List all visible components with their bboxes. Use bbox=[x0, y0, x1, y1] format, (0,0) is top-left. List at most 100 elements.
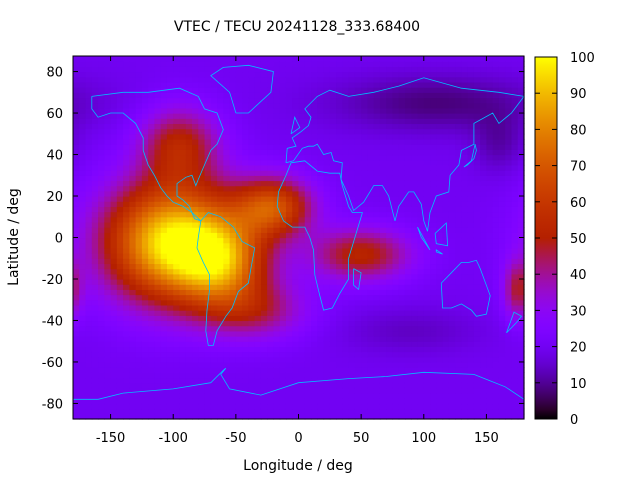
heatmap-cell bbox=[404, 211, 412, 218]
heatmap-cell bbox=[260, 170, 268, 176]
heatmap-cell bbox=[398, 247, 406, 254]
heatmap-cell bbox=[361, 196, 368, 202]
heatmap-cell bbox=[467, 159, 475, 166]
heatmap-cell bbox=[148, 299, 156, 306]
heatmap-cell bbox=[461, 403, 469, 410]
heatmap-cell bbox=[442, 185, 450, 192]
heatmap-cell bbox=[473, 408, 481, 415]
heatmap-cell bbox=[417, 216, 425, 223]
heatmap-cell bbox=[430, 304, 437, 311]
heatmap-cell bbox=[342, 149, 350, 156]
heatmap-cell bbox=[135, 253, 143, 259]
heatmap-cell bbox=[379, 133, 387, 140]
heatmap-cell bbox=[91, 408, 99, 415]
heatmap-cell bbox=[392, 263, 400, 270]
heatmap-cell bbox=[229, 351, 237, 358]
heatmap-cell bbox=[160, 273, 168, 280]
heatmap-cell bbox=[229, 123, 237, 130]
heatmap-cell bbox=[235, 330, 243, 337]
heatmap-cell bbox=[192, 118, 199, 125]
heatmap-cell bbox=[473, 294, 481, 301]
heatmap-cell bbox=[129, 403, 137, 410]
heatmap-cell bbox=[248, 247, 256, 254]
heatmap-cell bbox=[417, 87, 425, 93]
heatmap-cell bbox=[254, 216, 262, 223]
heatmap-cell bbox=[223, 154, 231, 161]
heatmap-cell bbox=[154, 102, 162, 109]
heatmap-cell bbox=[204, 351, 212, 358]
heatmap-cell bbox=[411, 356, 419, 363]
heatmap-cell bbox=[110, 351, 118, 358]
heatmap-cell bbox=[129, 149, 137, 156]
heatmap-cell bbox=[204, 372, 212, 379]
heatmap-cell bbox=[298, 315, 306, 322]
heatmap-cell bbox=[166, 144, 174, 150]
heatmap-cell bbox=[411, 175, 419, 182]
heatmap-cell bbox=[110, 170, 118, 176]
heatmap-cell bbox=[436, 227, 444, 233]
heatmap-cell bbox=[461, 242, 469, 249]
heatmap-cell bbox=[423, 346, 431, 353]
heatmap-cell bbox=[430, 289, 437, 296]
heatmap-cell bbox=[79, 377, 87, 384]
heatmap-cell bbox=[379, 154, 387, 161]
heatmap-cell bbox=[480, 107, 488, 114]
heatmap-cell bbox=[79, 81, 87, 88]
heatmap-cell bbox=[260, 367, 268, 373]
heatmap-cell bbox=[492, 61, 500, 67]
heatmap-cell bbox=[417, 128, 425, 135]
heatmap-cell bbox=[373, 107, 381, 114]
heatmap-cell bbox=[154, 258, 162, 265]
heatmap-cell bbox=[373, 170, 381, 176]
heatmap-cell bbox=[467, 185, 475, 192]
heatmap-cell bbox=[173, 284, 181, 290]
heatmap-cell bbox=[354, 367, 362, 373]
heatmap-cell bbox=[123, 403, 130, 410]
heatmap-cell bbox=[486, 170, 494, 176]
heatmap-cell bbox=[404, 278, 412, 285]
heatmap-cell bbox=[160, 387, 168, 394]
heatmap-cell bbox=[154, 315, 162, 322]
heatmap-cell bbox=[436, 263, 444, 270]
heatmap-cell bbox=[473, 66, 481, 73]
heatmap-cell bbox=[392, 123, 400, 130]
heatmap-cell bbox=[73, 113, 80, 119]
heatmap-cell bbox=[467, 211, 475, 218]
heatmap-cell bbox=[292, 61, 300, 67]
heatmap-cell bbox=[430, 128, 437, 135]
heatmap-cell bbox=[511, 128, 519, 135]
heatmap-cell bbox=[223, 185, 231, 192]
heatmap-cell bbox=[73, 372, 80, 379]
heatmap-cell bbox=[116, 159, 124, 166]
heatmap-cell bbox=[480, 289, 488, 296]
heatmap-cell bbox=[486, 175, 494, 182]
heatmap-cell bbox=[417, 175, 425, 182]
heatmap-cell bbox=[279, 227, 287, 233]
heatmap-cell bbox=[455, 336, 462, 342]
heatmap-cell bbox=[511, 123, 519, 130]
heatmap-cell bbox=[91, 361, 99, 368]
heatmap-cell bbox=[73, 398, 80, 405]
heatmap-cell bbox=[254, 361, 262, 368]
heatmap-cell bbox=[123, 107, 130, 114]
heatmap-cell bbox=[173, 159, 181, 166]
heatmap-cell bbox=[367, 185, 375, 192]
heatmap-cell bbox=[430, 206, 437, 213]
heatmap-cell bbox=[448, 237, 456, 244]
heatmap-cell bbox=[248, 325, 256, 332]
heatmap-cell bbox=[248, 211, 256, 218]
heatmap-cell bbox=[486, 387, 494, 394]
heatmap-cell bbox=[304, 367, 312, 373]
heatmap-cell bbox=[116, 320, 124, 327]
heatmap-cell bbox=[235, 310, 243, 316]
heatmap-cell bbox=[192, 304, 199, 311]
heatmap-cell bbox=[166, 382, 174, 389]
heatmap-cell bbox=[229, 325, 237, 332]
heatmap-cell bbox=[73, 206, 80, 213]
heatmap-cell bbox=[329, 304, 337, 311]
heatmap-cell bbox=[298, 201, 306, 207]
heatmap-cell bbox=[379, 393, 387, 399]
heatmap-cell bbox=[298, 118, 306, 125]
heatmap-cell bbox=[292, 299, 300, 306]
heatmap-cell bbox=[404, 367, 412, 373]
